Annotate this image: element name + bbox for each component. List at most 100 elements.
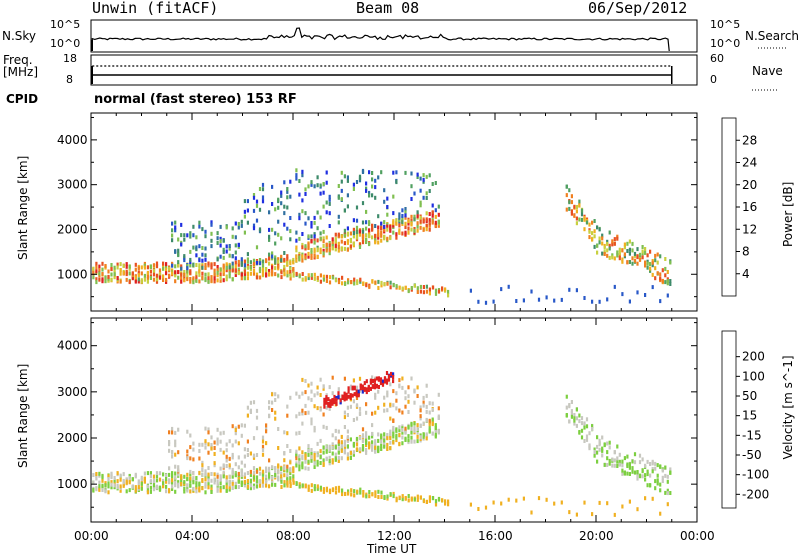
data-cell bbox=[380, 233, 383, 238]
data-cell bbox=[328, 444, 331, 449]
data-cell bbox=[377, 286, 380, 290]
data-cell bbox=[392, 491, 395, 496]
data-cell bbox=[353, 489, 356, 494]
data-cell bbox=[213, 440, 216, 445]
data-cell bbox=[107, 484, 110, 489]
data-cell bbox=[621, 463, 624, 468]
data-cell bbox=[295, 449, 298, 454]
data-cell bbox=[210, 490, 213, 494]
data-cell bbox=[395, 284, 398, 289]
data-cell bbox=[337, 245, 340, 250]
data-cell bbox=[383, 444, 386, 449]
data-cell bbox=[383, 220, 386, 225]
data-cell bbox=[347, 386, 350, 391]
nave-tick-top: 60 bbox=[710, 52, 724, 65]
data-cell bbox=[437, 289, 441, 294]
data-cell bbox=[298, 255, 301, 260]
data-cell bbox=[289, 194, 292, 199]
data-cell bbox=[110, 480, 113, 485]
data-cell bbox=[204, 490, 207, 495]
freq-tick-bottom: 8 bbox=[66, 73, 73, 86]
data-cell bbox=[307, 444, 310, 449]
data-cell bbox=[608, 461, 611, 466]
data-cell bbox=[207, 430, 210, 435]
data-cell bbox=[189, 263, 192, 268]
data-cell bbox=[174, 489, 177, 494]
data-cell bbox=[101, 261, 104, 266]
data-cell bbox=[404, 231, 407, 236]
data-cell bbox=[286, 444, 289, 448]
data-cell bbox=[165, 489, 168, 494]
data-cell bbox=[183, 258, 186, 263]
data-cell bbox=[585, 424, 589, 429]
data-cell bbox=[252, 193, 256, 197]
data-cell bbox=[149, 474, 152, 479]
data-cell bbox=[243, 263, 246, 268]
data-cell bbox=[371, 431, 374, 436]
data-cell bbox=[180, 266, 183, 271]
data-cell bbox=[228, 244, 231, 248]
data-cell bbox=[601, 236, 604, 241]
data-cell bbox=[261, 182, 265, 187]
data-cell bbox=[608, 445, 611, 450]
data-cell bbox=[669, 260, 672, 265]
data-cell bbox=[383, 441, 386, 446]
data-cell bbox=[356, 281, 359, 286]
data-cell bbox=[371, 279, 374, 284]
data-cell bbox=[425, 404, 428, 409]
data-cell bbox=[636, 470, 639, 475]
data-cell bbox=[469, 502, 472, 507]
data-cell bbox=[174, 264, 177, 269]
x-tick-label: 00:00 bbox=[680, 529, 715, 543]
data-cell bbox=[274, 207, 277, 212]
data-cell bbox=[434, 208, 437, 213]
data-cell bbox=[292, 477, 295, 482]
data-cell bbox=[636, 507, 639, 512]
data-cell bbox=[165, 267, 168, 272]
data-cell bbox=[219, 447, 222, 452]
data-cell bbox=[365, 441, 368, 445]
data-cell bbox=[307, 273, 310, 278]
data-cell bbox=[158, 477, 162, 482]
data-cell bbox=[328, 243, 331, 248]
data-cell bbox=[383, 235, 386, 239]
data-cell bbox=[319, 250, 322, 255]
data-cell bbox=[225, 277, 228, 282]
data-cell bbox=[395, 428, 398, 433]
data-cell bbox=[234, 428, 237, 432]
data-cell bbox=[560, 297, 563, 302]
data-cell bbox=[416, 224, 419, 229]
data-cell bbox=[228, 274, 231, 279]
data-cell bbox=[334, 278, 338, 283]
data-cell bbox=[225, 475, 228, 480]
data-cell bbox=[373, 382, 376, 387]
data-cell bbox=[328, 247, 331, 252]
data-cell bbox=[231, 452, 234, 457]
data-cell bbox=[628, 465, 631, 470]
data-cell bbox=[644, 496, 647, 501]
data-cell bbox=[608, 230, 611, 235]
data-cell bbox=[119, 262, 122, 267]
data-cell bbox=[313, 428, 316, 433]
data-cell bbox=[352, 241, 355, 246]
data-cell bbox=[484, 505, 488, 510]
data-cell bbox=[398, 428, 401, 433]
data-cell bbox=[568, 419, 571, 424]
data-cell bbox=[386, 494, 389, 499]
data-cell bbox=[392, 375, 395, 379]
data-cell bbox=[165, 277, 168, 282]
data-cell bbox=[328, 201, 331, 206]
data-cell bbox=[537, 496, 541, 501]
data-cell bbox=[219, 239, 222, 244]
data-cell bbox=[365, 283, 368, 288]
data-cell bbox=[328, 275, 332, 280]
data-cell bbox=[177, 237, 180, 242]
data-cell bbox=[328, 224, 331, 228]
data-cell bbox=[316, 238, 319, 243]
data-cell bbox=[137, 479, 140, 484]
data-cell bbox=[310, 250, 313, 255]
data-cell bbox=[265, 259, 268, 264]
data-cell bbox=[319, 407, 322, 412]
data-cell bbox=[410, 430, 413, 435]
data-cell bbox=[580, 212, 584, 217]
